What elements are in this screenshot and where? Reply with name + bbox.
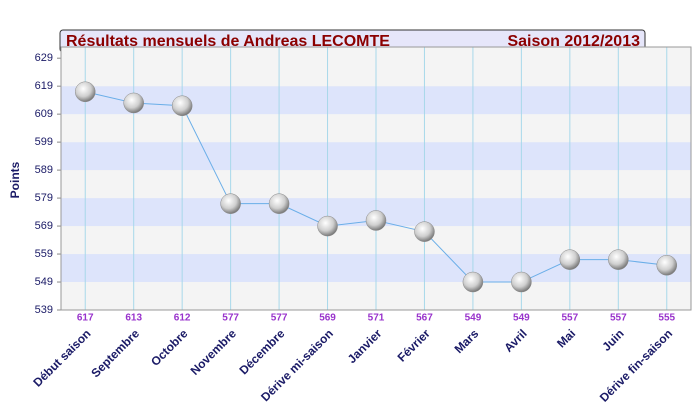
y-axis-title: Points: [8, 161, 22, 198]
y-tick-label: 559: [35, 248, 53, 260]
data-point: [74, 81, 96, 103]
value-label: 613: [125, 313, 142, 324]
data-point: [365, 210, 387, 231]
data-point: [414, 221, 435, 242]
x-tick-label: Octobre: [148, 326, 191, 369]
value-label: 557: [610, 313, 627, 324]
value-label: 612: [174, 313, 191, 324]
plot-area: 539 549 559 569 579 589 599 609 619 629 617 613 612 5…: [30, 46, 692, 405]
y-tick-label: 579: [35, 192, 53, 204]
y-tick-label: 599: [35, 136, 53, 148]
x-tick-label: Début saison: [30, 326, 93, 389]
value-label: 617: [77, 313, 94, 324]
data-point: [317, 215, 338, 237]
value-label: 571: [368, 313, 385, 324]
x-tick-label: Février: [395, 326, 433, 364]
value-label: 577: [271, 313, 288, 324]
x-tick-label: Avril: [501, 326, 529, 354]
x-tick-label: Juin: [599, 326, 626, 353]
chart-title: Résultats mensuels de Andreas LECOMTE: [66, 33, 390, 50]
y-tick-label: 569: [35, 220, 53, 232]
value-label: 569: [319, 313, 336, 324]
y-tick-label: 629: [35, 52, 53, 64]
data-point: [268, 193, 290, 214]
data-point: [608, 249, 629, 270]
x-tick-label: Décembre: [237, 326, 288, 377]
y-tick-label: 549: [35, 276, 53, 288]
value-label: 577: [222, 313, 239, 324]
plot-border: [60, 46, 692, 311]
y-tick-label: 619: [35, 80, 53, 92]
data-point: [171, 95, 193, 117]
data-point: [511, 271, 532, 293]
value-label: 549: [465, 313, 482, 324]
chart-subtitle: Saison 2012/2013: [507, 33, 640, 50]
value-label: 549: [513, 313, 530, 324]
value-label: 567: [416, 313, 433, 324]
data-point: [462, 271, 484, 293]
data-point: [123, 92, 144, 114]
x-tick-label: Novembre: [188, 326, 240, 378]
value-label: 557: [562, 313, 579, 324]
x-tick-label: Janvier: [345, 326, 385, 366]
y-tick-label: 539: [35, 304, 53, 316]
x-tick-label: Septembre: [88, 326, 142, 380]
data-point: [220, 193, 241, 214]
x-tick-label: Mars: [452, 326, 482, 356]
value-label: 555: [658, 313, 675, 324]
x-tick-label: Mai: [554, 326, 578, 350]
data-point: [559, 249, 581, 270]
data-point: [656, 254, 678, 276]
y-tick-label: 609: [35, 108, 53, 120]
y-tick-label: 589: [35, 164, 53, 176]
